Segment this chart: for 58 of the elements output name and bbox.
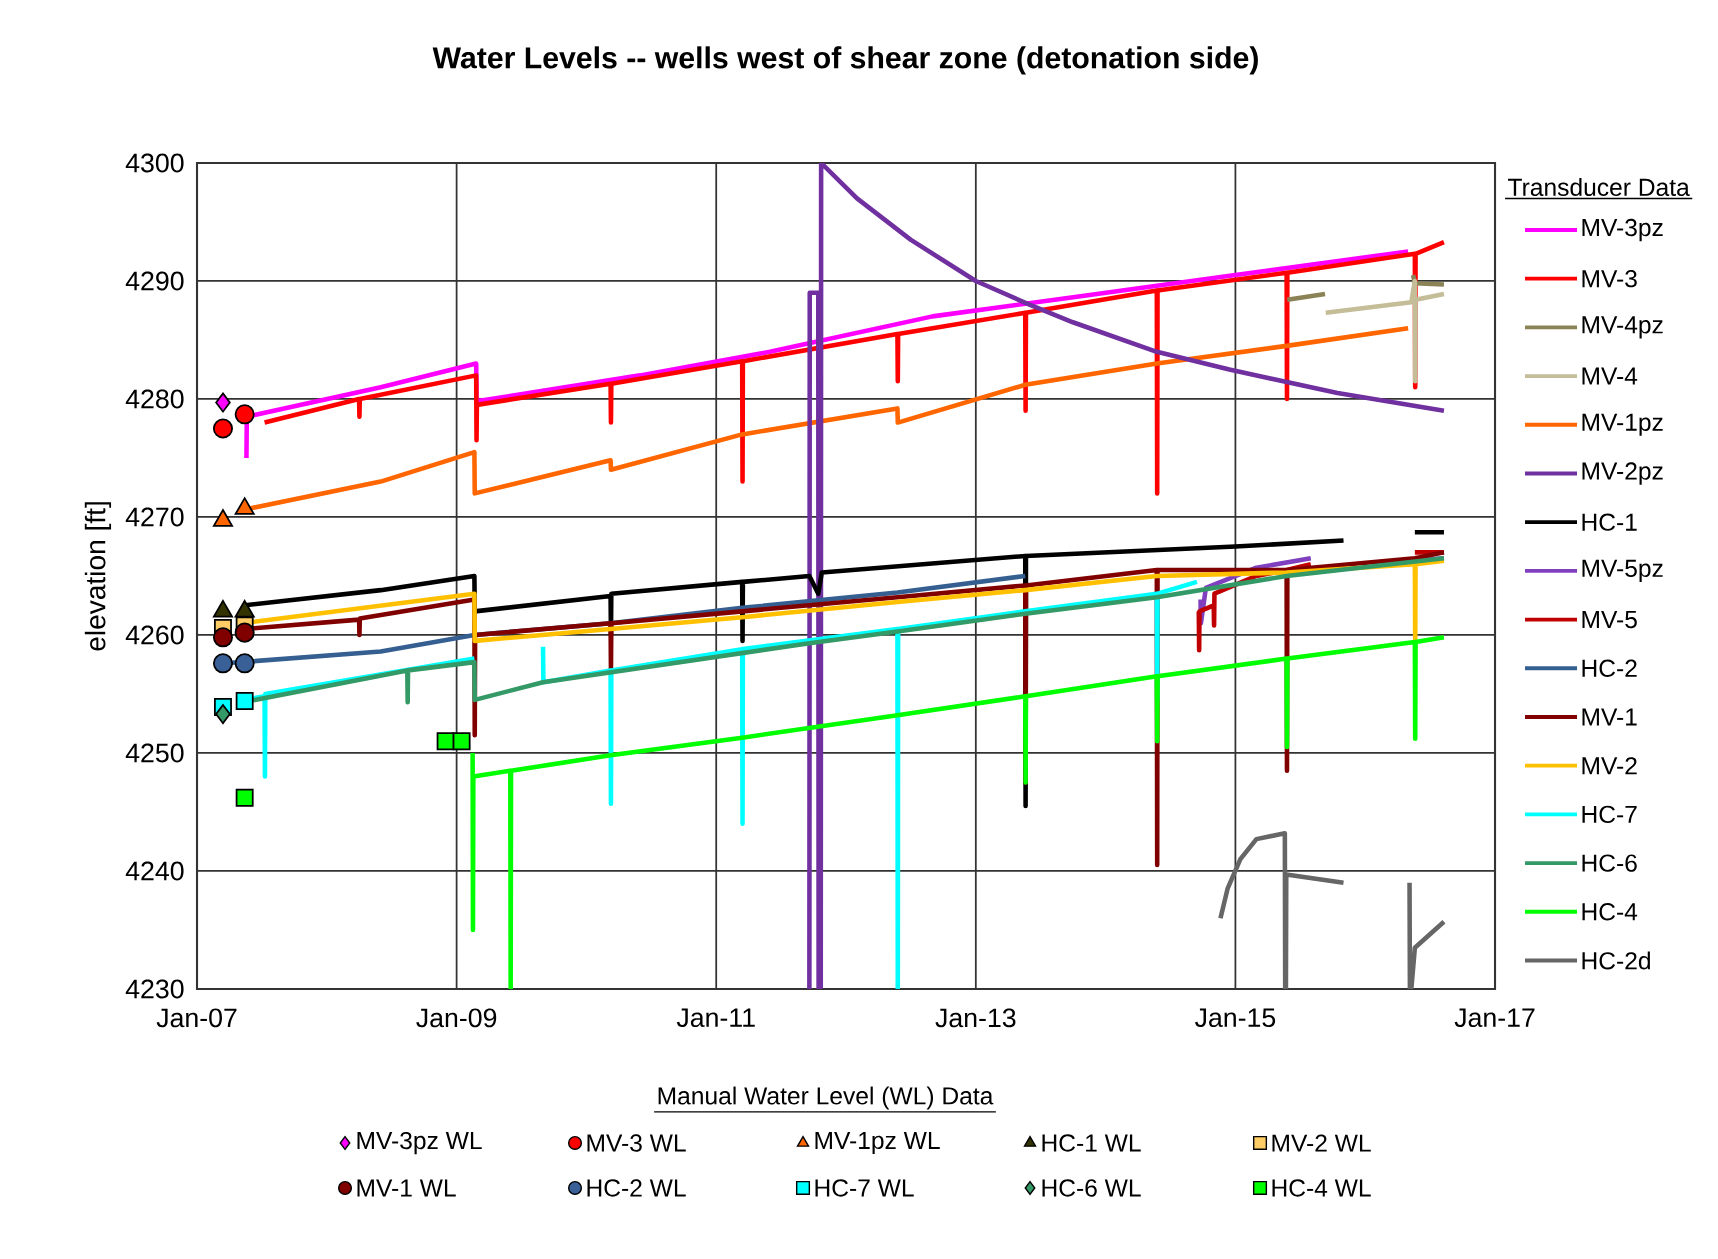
x-tick-label: Jan-07: [156, 1008, 237, 1028]
legend-label: HC-4 WL: [1272, 1179, 1371, 1197]
legend-label: MV-1: [1582, 708, 1637, 726]
point: [215, 392, 231, 413]
y-tick-label: 4280: [125, 389, 184, 409]
y-tick-label: 4230: [125, 979, 184, 999]
y-tick-label: 4270: [125, 507, 184, 527]
legend-label: MV-4: [1582, 367, 1638, 385]
point: [212, 418, 233, 439]
legend-label: HC-1 WL: [1042, 1134, 1141, 1152]
y-tick-label: 4250: [125, 743, 184, 763]
point: [234, 653, 255, 674]
x-tick-label: Jan-11: [676, 1008, 755, 1028]
legend-label: MV-3: [1582, 270, 1637, 288]
y-axis-title: elevation [ft]: [84, 502, 112, 651]
legend-label: MV-5pz: [1582, 559, 1663, 582]
y-tick-label: 4300: [125, 153, 184, 173]
point: [235, 788, 254, 807]
legend-label: MV-1pz: [1582, 413, 1663, 436]
y-tick-label: 4260: [125, 625, 184, 645]
y-tick-label: 4290: [125, 271, 184, 291]
y-tick-label: 4240: [125, 861, 184, 881]
legend-label: MV-2 WL: [1272, 1134, 1371, 1152]
point: [212, 653, 233, 674]
legend-label: HC-6 WL: [1042, 1179, 1141, 1197]
point: [212, 627, 233, 648]
text: Manual Water Level (WL) Data: [658, 1086, 994, 1110]
legend-title: Transducer Data: [1508, 177, 1690, 196]
legend-label: HC-7: [1582, 805, 1637, 824]
legend-label: HC-2: [1582, 659, 1637, 677]
legend-label: MV-1 WL: [357, 1179, 456, 1197]
legend-label: MV-3pz: [1582, 218, 1663, 242]
legend-label: MV-2: [1582, 757, 1637, 775]
chart-title: Water Levels -- wells west of shear zone (detonation side): [432, 46, 1258, 75]
point: [235, 692, 254, 711]
legend-label: MV-5: [1582, 611, 1637, 629]
legend-label: MV-4pz: [1582, 316, 1663, 339]
point: [215, 704, 231, 725]
legend-label: HC-7 WL: [815, 1179, 914, 1197]
legend-label: HC-4: [1582, 903, 1638, 921]
legend-label: MV-3 WL: [587, 1134, 686, 1152]
point: [234, 622, 255, 643]
point: [452, 732, 471, 751]
legend-label: HC-1: [1582, 513, 1637, 531]
legend-label: MV-1pz WL: [815, 1131, 940, 1155]
x-tick-label: Jan-17: [1454, 1008, 1535, 1028]
point: [436, 732, 455, 751]
x-tick-label: Jan-15: [1195, 1008, 1276, 1028]
x-tick-label: Jan-13: [935, 1008, 1016, 1028]
line-series: [1323, 278, 1447, 384]
line-series: [807, 162, 1447, 989]
legend-label: MV-2pz: [1582, 462, 1663, 485]
legend-label: HC-6: [1582, 854, 1637, 872]
point: [234, 404, 255, 425]
legend-label: HC-2 WL: [587, 1179, 686, 1197]
legend-label: HC-2d: [1582, 951, 1650, 970]
x-tick-label: Jan-09: [416, 1008, 497, 1028]
legend-label: MV-3pz WL: [357, 1131, 482, 1155]
